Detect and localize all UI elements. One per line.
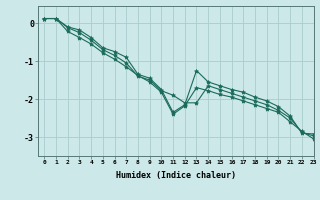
X-axis label: Humidex (Indice chaleur): Humidex (Indice chaleur): [116, 171, 236, 180]
